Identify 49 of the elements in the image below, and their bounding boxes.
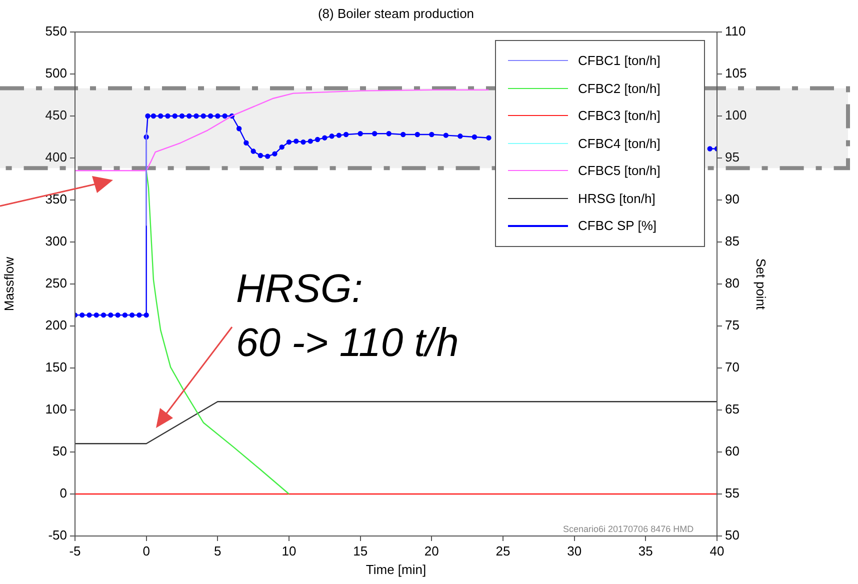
x-tick-label: 0 — [142, 543, 150, 558]
y-axis-title: Massflow — [1, 256, 16, 312]
y2-tick-label: 95 — [725, 150, 740, 165]
y-tick-label: 350 — [45, 192, 67, 207]
y2-tick-label: 70 — [725, 360, 740, 375]
y-tick-label: 500 — [45, 66, 67, 81]
x-tick-label: 10 — [282, 543, 296, 558]
legend-label: CFBC3 [ton/h] — [578, 108, 660, 124]
y2-tick-label: 50 — [725, 528, 740, 543]
x-tick-label: 15 — [353, 543, 368, 558]
y2-tick-label: 60 — [725, 444, 740, 459]
legend-label: CFBC SP [%] — [578, 218, 657, 234]
chart-title: (8) Boiler steam production — [316, 6, 476, 21]
legend-label: CFBC4 [ton/h] — [578, 136, 660, 151]
y2-tick-label: 65 — [725, 402, 740, 417]
x-axis-title: Time [min] — [366, 562, 426, 577]
legend-label: CFBC2 [ton/h] — [578, 80, 660, 96]
y2-axis-title: Set point — [754, 258, 769, 310]
y2-tick-label: 55 — [725, 486, 740, 501]
y2-tick-label: 85 — [725, 234, 740, 249]
y2-tick-label: 75 — [725, 318, 740, 333]
y2-tick-label: 105 — [725, 66, 747, 81]
y-tick-label: 400 — [45, 150, 67, 165]
y-tick-label: 100 — [45, 402, 67, 417]
y2-tick-label: 80 — [725, 276, 740, 291]
x-tick-label: -5 — [69, 543, 81, 558]
legend-label: CFBC5 [ton/h] — [578, 163, 660, 178]
x-tick-label: 40 — [710, 543, 724, 558]
legend-label: HRSG [ton/h] — [578, 190, 656, 206]
y-tick-label: 150 — [45, 360, 67, 375]
y-tick-label: 200 — [45, 318, 67, 333]
y-tick-label: 0 — [60, 486, 67, 501]
x-tick-label: 25 — [496, 543, 510, 558]
y-tick-label: 550 — [45, 24, 67, 39]
annotation: HRSG: 60 -> 110 t/h — [236, 266, 459, 367]
x-tick-label: 20 — [424, 543, 439, 558]
x-tick-label: 35 — [638, 543, 653, 558]
x-tick-label: 30 — [567, 543, 582, 558]
y-tick-label: -50 — [48, 528, 67, 543]
y2-tick-label: 110 — [725, 24, 746, 39]
y2-tick-label: 90 — [725, 192, 740, 207]
legend-label: CFBC1 [ton/h] — [578, 53, 660, 68]
y-tick-label: 300 — [45, 234, 67, 249]
y-tick-label: 250 — [45, 276, 67, 291]
y2-tick-label: 100 — [725, 108, 747, 123]
annotation: Scenario6i 20170706 8476 HMD — [563, 524, 694, 534]
y-tick-label: 450 — [45, 108, 67, 123]
x-tick-label: 5 — [214, 543, 222, 558]
y-tick-label: 50 — [52, 444, 67, 459]
